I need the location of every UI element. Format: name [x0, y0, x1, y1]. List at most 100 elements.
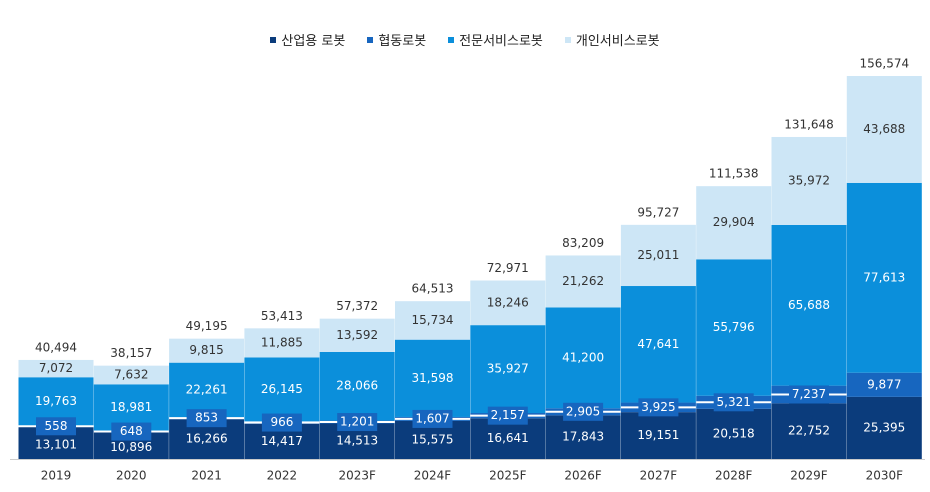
value-label: 9,877 — [867, 377, 901, 391]
value-label: 19,151 — [637, 428, 679, 442]
value-label-box — [789, 385, 829, 404]
x-tick-label: 2030F — [866, 469, 904, 483]
legend-label: 산업용 로봇 — [281, 34, 346, 49]
bar-segment — [545, 307, 621, 409]
value-label-box — [261, 413, 302, 432]
value-label: 28,066 — [336, 379, 378, 393]
legend-swatch — [367, 36, 374, 43]
bar-segment — [319, 318, 395, 352]
legend: 산업용 로봇 협동로봇 전문서비스로봇 개인서비스로봇 — [0, 30, 930, 49]
bar-segment — [545, 415, 621, 459]
bar-segment — [771, 136, 847, 225]
legend-item: 전문서비스로봇 — [448, 30, 543, 49]
value-label: 31,598 — [412, 371, 454, 385]
total-label: 72,971 — [487, 261, 529, 275]
value-label: 16,641 — [487, 431, 529, 445]
total-label: 38,157 — [110, 346, 152, 360]
bar-segment — [169, 362, 245, 418]
value-label-box — [186, 409, 227, 428]
bar-segment — [470, 418, 546, 459]
x-tick-label: 2028F — [715, 469, 753, 483]
bar-segment — [93, 365, 169, 385]
x-tick-label: 2020 — [116, 469, 147, 483]
value-label-box — [563, 402, 604, 421]
bar-segment — [169, 338, 245, 363]
value-label: 77,613 — [863, 270, 905, 284]
bar-segment — [846, 372, 922, 397]
value-label-box — [713, 393, 754, 412]
value-label: 47,641 — [637, 337, 679, 351]
bar-segment — [771, 403, 847, 459]
value-label: 1,201 — [340, 415, 374, 429]
value-label: 25,011 — [637, 248, 679, 262]
bar-segment — [395, 339, 470, 417]
bar-segment — [470, 325, 546, 414]
legend-swatch — [448, 36, 455, 43]
bar-segment — [319, 351, 395, 421]
value-label: 7,072 — [39, 361, 73, 375]
bar-segment — [18, 359, 94, 378]
legend-item: 개인서비스로봇 — [564, 30, 660, 49]
value-label: 14,513 — [336, 434, 378, 448]
legend-swatch — [270, 36, 277, 43]
bar-segment — [470, 280, 546, 326]
legend-swatch — [564, 36, 571, 43]
value-label: 966 — [270, 415, 293, 429]
value-label: 3,925 — [641, 400, 675, 414]
value-label: 853 — [195, 411, 218, 425]
value-label: 35,972 — [788, 173, 830, 187]
value-label-box — [111, 422, 152, 441]
value-label: 13,101 — [35, 437, 77, 451]
bar-segment — [846, 396, 922, 459]
value-label: 35,927 — [487, 362, 529, 376]
total-label: 64,513 — [412, 282, 454, 296]
total-label: 83,209 — [562, 236, 604, 250]
value-label: 29,904 — [713, 215, 755, 229]
x-tick-label: 2024F — [414, 469, 452, 483]
value-label: 1,607 — [415, 411, 449, 425]
x-tick-label: 2026F — [564, 469, 602, 483]
value-label: 7,632 — [114, 367, 148, 381]
value-label-box — [638, 398, 679, 417]
value-label: 22,261 — [186, 382, 228, 396]
bar-segment — [696, 186, 772, 260]
value-label: 21,262 — [562, 274, 604, 288]
legend-item: 협동로봇 — [367, 30, 426, 49]
value-label: 18,981 — [110, 400, 152, 414]
total-label: 111,538 — [709, 167, 759, 181]
total-label: 53,413 — [261, 309, 303, 323]
legend-item: 산업용 로봇 — [270, 30, 345, 49]
bar-segment — [620, 412, 696, 459]
value-label: 11,885 — [261, 335, 303, 349]
value-label-box — [36, 417, 76, 436]
value-label: 15,734 — [412, 313, 454, 327]
value-label: 648 — [120, 424, 143, 438]
value-label: 10,896 — [110, 440, 152, 454]
value-label: 25,395 — [863, 420, 905, 434]
x-tick-label: 2021 — [191, 469, 222, 483]
value-label: 20,518 — [713, 426, 755, 440]
value-label: 17,843 — [562, 430, 604, 444]
x-tick-label: 2029F — [790, 469, 828, 483]
legend-label: 전문서비스로봇 — [459, 34, 543, 49]
bar-segment — [620, 286, 696, 403]
bar-segment — [244, 328, 320, 358]
value-label: 18,246 — [487, 295, 529, 309]
value-label-box — [337, 413, 378, 432]
value-label: 43,688 — [863, 122, 905, 136]
value-label: 7,237 — [792, 387, 826, 401]
bar-segment — [395, 301, 470, 340]
value-label: 9,815 — [189, 343, 223, 357]
value-label-box — [487, 406, 528, 425]
value-label: 41,200 — [562, 350, 604, 364]
total-label: 156,574 — [859, 57, 909, 71]
legend-label: 개인서비스로봇 — [575, 34, 660, 49]
value-label: 558 — [45, 419, 68, 433]
legend-label: 협동로봇 — [378, 34, 427, 49]
x-tick-label: 2025F — [489, 469, 527, 483]
value-label: 5,321 — [717, 395, 751, 409]
value-label: 13,592 — [336, 328, 378, 342]
x-tick-label: 2022 — [267, 469, 298, 483]
value-label: 14,417 — [261, 434, 303, 448]
